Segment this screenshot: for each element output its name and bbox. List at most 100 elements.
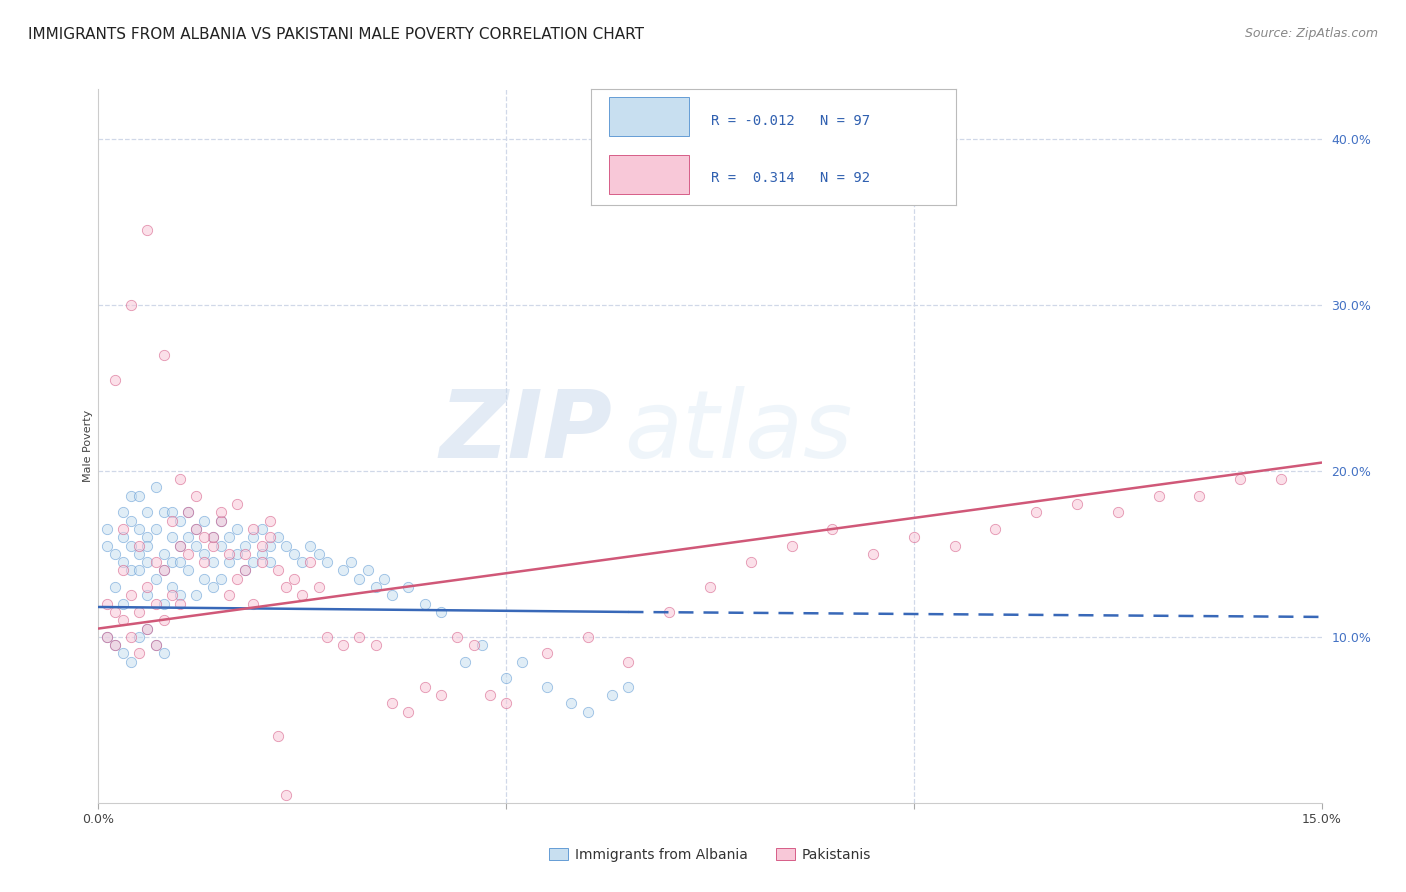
Point <box>315 630 337 644</box>
Point <box>1229 472 1251 486</box>
Point <box>267 730 290 744</box>
Text: Source: ZipAtlas.com: Source: ZipAtlas.com <box>1244 27 1378 40</box>
Point <box>209 514 232 528</box>
Point <box>186 489 208 503</box>
Point <box>332 638 354 652</box>
Point <box>128 564 150 578</box>
Point <box>169 588 191 602</box>
Point <box>136 622 159 636</box>
Point <box>169 539 191 553</box>
Point <box>111 564 134 578</box>
Point <box>186 522 208 536</box>
Point <box>136 580 159 594</box>
Point <box>104 373 127 387</box>
Point <box>120 630 142 644</box>
Point <box>136 505 159 519</box>
Point <box>242 530 264 544</box>
Point <box>699 580 721 594</box>
Point <box>299 555 322 569</box>
Point <box>111 530 134 544</box>
Point <box>160 505 183 519</box>
Point <box>136 539 159 553</box>
Point <box>242 555 264 569</box>
Point <box>821 522 844 536</box>
Point <box>120 655 142 669</box>
Point <box>136 223 159 237</box>
Point <box>1107 505 1129 519</box>
Point <box>242 597 264 611</box>
Point <box>226 522 249 536</box>
Point <box>120 514 142 528</box>
Point <box>430 688 453 702</box>
Point <box>862 547 884 561</box>
Point <box>177 505 200 519</box>
Point <box>193 572 215 586</box>
Text: ZIP: ZIP <box>439 385 612 478</box>
Point <box>111 647 134 661</box>
Point <box>259 514 281 528</box>
Point <box>104 638 127 652</box>
Point <box>128 489 150 503</box>
Point <box>291 555 314 569</box>
Point <box>617 655 640 669</box>
Point <box>209 539 232 553</box>
Point <box>226 572 249 586</box>
Point <box>186 522 208 536</box>
Point <box>96 630 118 644</box>
Point <box>259 530 281 544</box>
Point <box>218 547 240 561</box>
Point <box>96 539 118 553</box>
Text: R = -0.012   N = 97: R = -0.012 N = 97 <box>711 113 870 128</box>
Point <box>209 514 232 528</box>
Point <box>903 530 925 544</box>
Point <box>209 572 232 586</box>
Y-axis label: Male Poverty: Male Poverty <box>83 410 93 482</box>
Point <box>1066 497 1088 511</box>
Point <box>120 588 142 602</box>
Point <box>267 530 290 544</box>
Text: R =  0.314   N = 92: R = 0.314 N = 92 <box>711 171 870 186</box>
Point <box>145 555 167 569</box>
Point <box>104 638 127 652</box>
Point <box>145 638 167 652</box>
Point <box>1147 489 1170 503</box>
Point <box>145 522 167 536</box>
Point <box>169 539 191 553</box>
Point <box>201 539 224 553</box>
Point <box>233 564 256 578</box>
Point <box>600 688 623 702</box>
Point <box>308 580 330 594</box>
Point <box>495 696 517 710</box>
Point <box>740 555 762 569</box>
Point <box>136 555 159 569</box>
Point <box>454 655 477 669</box>
Point <box>193 555 215 569</box>
Point <box>373 572 395 586</box>
Point <box>160 514 183 528</box>
Point <box>233 539 256 553</box>
Point <box>233 547 256 561</box>
Point <box>186 588 208 602</box>
Point <box>152 647 174 661</box>
Point <box>152 564 174 578</box>
Point <box>780 539 803 553</box>
Point <box>984 522 1007 536</box>
Point <box>96 522 118 536</box>
Point <box>218 588 240 602</box>
Point <box>152 547 174 561</box>
Point <box>218 555 240 569</box>
Point <box>396 705 419 719</box>
Point <box>111 555 134 569</box>
Point <box>233 564 256 578</box>
Point <box>120 564 142 578</box>
Point <box>250 547 273 561</box>
Point <box>128 630 150 644</box>
Point <box>169 597 191 611</box>
Point <box>136 530 159 544</box>
Point <box>186 539 208 553</box>
Point <box>169 514 191 528</box>
Point <box>111 505 134 519</box>
Point <box>160 530 183 544</box>
Point <box>364 638 387 652</box>
Point <box>177 530 200 544</box>
